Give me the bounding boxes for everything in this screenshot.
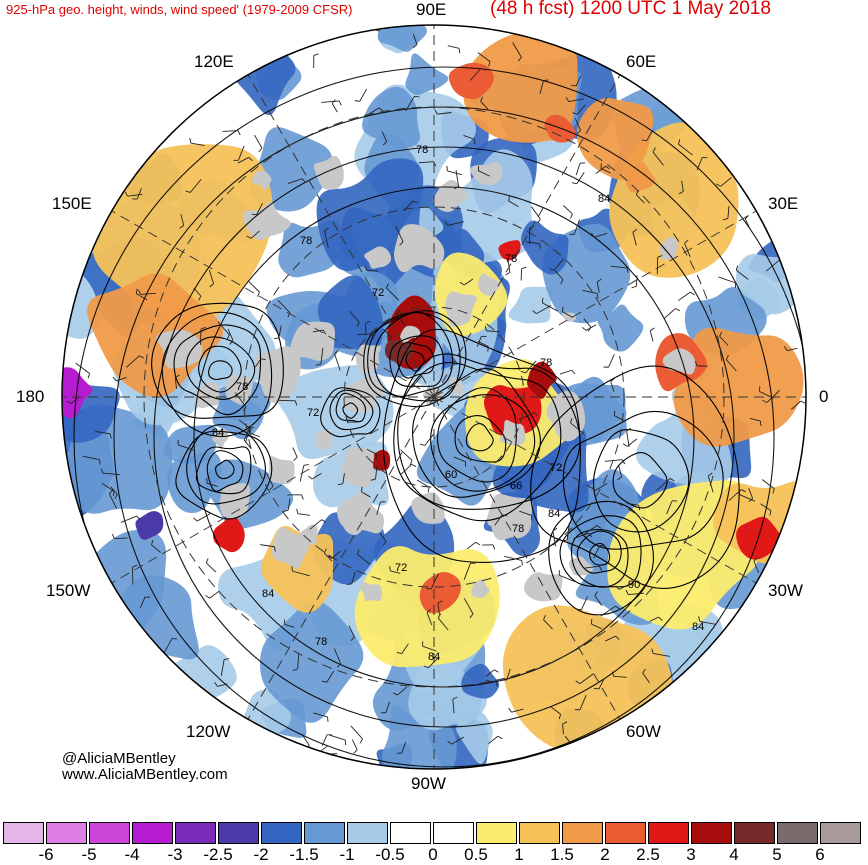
colorbar-swatch [175, 822, 216, 844]
contour-label: 84 [692, 621, 704, 633]
forecast-time: (48 h fcst) 1200 UTC 1 May 2018 [490, 0, 771, 19]
colorbar-tick-label: 0.5 [464, 845, 488, 864]
contour-label: 84 [428, 651, 440, 663]
contour-labels: 78 78 78 72 78 84 72 60 66 72 84 78 90 84 84 72 78 84 84 78 [212, 144, 704, 663]
map-disk: 78 78 78 72 78 84 72 60 66 72 84 78 90 84 84 72 78 84 84 78 [61, 24, 807, 770]
lon-label-30e: 30E [768, 194, 799, 213]
colorbar [0, 822, 868, 846]
polar-map: 78 78 78 72 78 84 72 60 66 72 84 78 90 84 84 72 78 84 84 78 [61, 24, 807, 770]
colorbar-tick-label: -2 [253, 845, 269, 864]
colorbar-tick-label: 2.5 [636, 845, 660, 864]
colorbar-swatch [562, 822, 603, 844]
contour-label: 84 [598, 193, 610, 205]
colorbar-swatch [261, 822, 302, 844]
colorbar-tick-label: -4 [124, 845, 140, 864]
contour-label: 72 [307, 407, 319, 419]
colorbar-tick-label: -2.5 [203, 845, 233, 864]
colorbar-swatch [734, 822, 775, 844]
lon-label-30w: 30W [768, 581, 803, 600]
contour-label: 72 [550, 462, 562, 474]
lon-label-90e: 90E [416, 0, 447, 19]
contour-label: 78 [300, 235, 312, 247]
colorbar-tick-label: -6 [38, 845, 54, 864]
contour-label: 78 [236, 381, 248, 393]
colorbar-tick-label: -1 [339, 845, 355, 864]
lon-label-120w: 120W [186, 722, 231, 741]
contour-label: 66 [510, 480, 522, 492]
colorbar-tick-label: 4 [729, 845, 739, 864]
chart-title: 925-hPa geo. height, winds, wind speed' … [6, 2, 353, 17]
colorbar-swatch [304, 822, 345, 844]
colorbar-swatch [476, 822, 517, 844]
contour-label: 78 [512, 523, 524, 535]
colorbar-tick-label: 3 [686, 845, 696, 864]
contour-label: 60 [445, 469, 457, 481]
colorbar-swatch [89, 822, 130, 844]
credit-handle: @AliciaMBentley [62, 750, 176, 767]
contour-label: 84 [212, 427, 224, 439]
colorbar-tick-label: -0.5 [375, 845, 405, 864]
colorbar-swatch [691, 822, 732, 844]
colorbar-swatch [648, 822, 689, 844]
lon-label-150e: 150E [52, 194, 92, 213]
colorbar-swatch [46, 822, 87, 844]
colorbar-tick-label: 0 [428, 845, 438, 864]
colorbar-tick-label: 1.5 [550, 845, 574, 864]
credit-website: www.AliciaMBentley.com [62, 766, 228, 783]
wind-anomaly-layer [62, 25, 806, 769]
colorbar-tick-label: 5 [772, 845, 782, 864]
colorbar-tick-label: -1.5 [289, 845, 319, 864]
contour-label: 90 [628, 579, 640, 591]
contour-label: 78 [540, 357, 552, 369]
contour-label: 72 [395, 562, 407, 574]
contour-label: 72 [372, 287, 384, 299]
contour-label: 78 [416, 144, 428, 156]
colorbar-swatch [390, 822, 431, 844]
colorbar-swatch [777, 822, 818, 844]
colorbar-swatch [433, 822, 474, 844]
colorbar-tick-label: -3 [167, 845, 183, 864]
map-border [61, 24, 807, 770]
lon-label-0: 0 [819, 387, 829, 406]
lon-label-150w: 150W [46, 581, 91, 600]
lon-label-60w: 60W [626, 722, 661, 741]
height-contours [66, 25, 806, 769]
colorbar-tick-label: 2 [600, 845, 610, 864]
colorbar-tick-label: 1 [514, 845, 524, 864]
lon-label-120e: 120E [194, 52, 234, 71]
colorbar-swatch [347, 822, 388, 844]
lon-label-60e: 60E [626, 52, 657, 71]
colorbar-tick-label: -5 [81, 845, 97, 864]
colorbar-swatch [519, 822, 560, 844]
colorbar-swatch [820, 822, 861, 844]
colorbar-swatch [605, 822, 646, 844]
graticule [62, 25, 806, 769]
colorbar-tick-label: 6 [815, 845, 825, 864]
contour-label: 78 [505, 253, 517, 265]
lon-label-90w: 90W [411, 774, 446, 793]
colorbar-swatch [218, 822, 259, 844]
contour-label: 84 [548, 508, 560, 520]
lon-label-180: 180 [16, 387, 45, 406]
contour-label: 78 [315, 636, 327, 648]
colorbar-swatch [132, 822, 173, 844]
colorbar-swatch [3, 822, 44, 844]
contour-label: 84 [262, 588, 274, 600]
